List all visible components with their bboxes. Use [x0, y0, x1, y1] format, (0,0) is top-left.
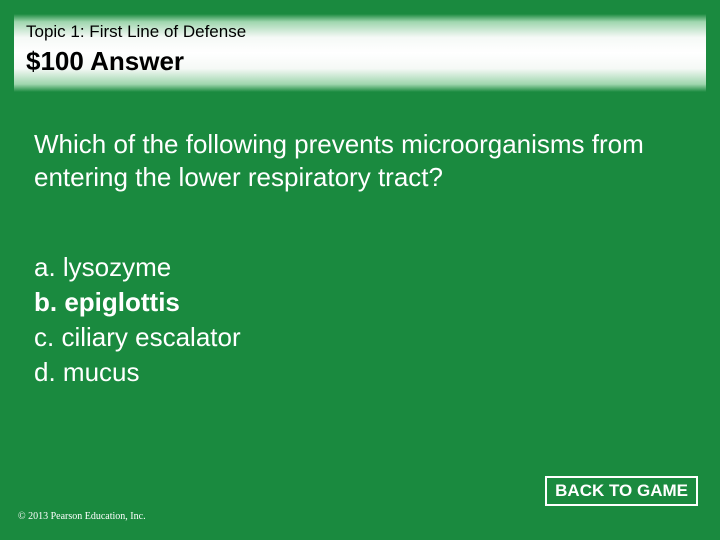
copyright-text: © 2013 Pearson Education, Inc. [18, 511, 146, 522]
topic-label: Topic 1: First Line of Defense [26, 22, 694, 42]
options-list: a. lysozyme b. epiglottis c. ciliary esc… [34, 250, 241, 390]
option-c: c. ciliary escalator [34, 320, 241, 355]
slide: Topic 1: First Line of Defense $100 Answ… [0, 0, 720, 540]
back-to-game-button[interactable]: BACK TO GAME [545, 476, 698, 506]
header-banner: Topic 1: First Line of Defense $100 Answ… [14, 14, 706, 92]
answer-value-label: $100 Answer [26, 46, 694, 77]
option-d: d. mucus [34, 355, 241, 390]
option-b: b. epiglottis [34, 285, 241, 320]
option-a: a. lysozyme [34, 250, 241, 285]
question-text: Which of the following prevents microorg… [34, 128, 690, 193]
